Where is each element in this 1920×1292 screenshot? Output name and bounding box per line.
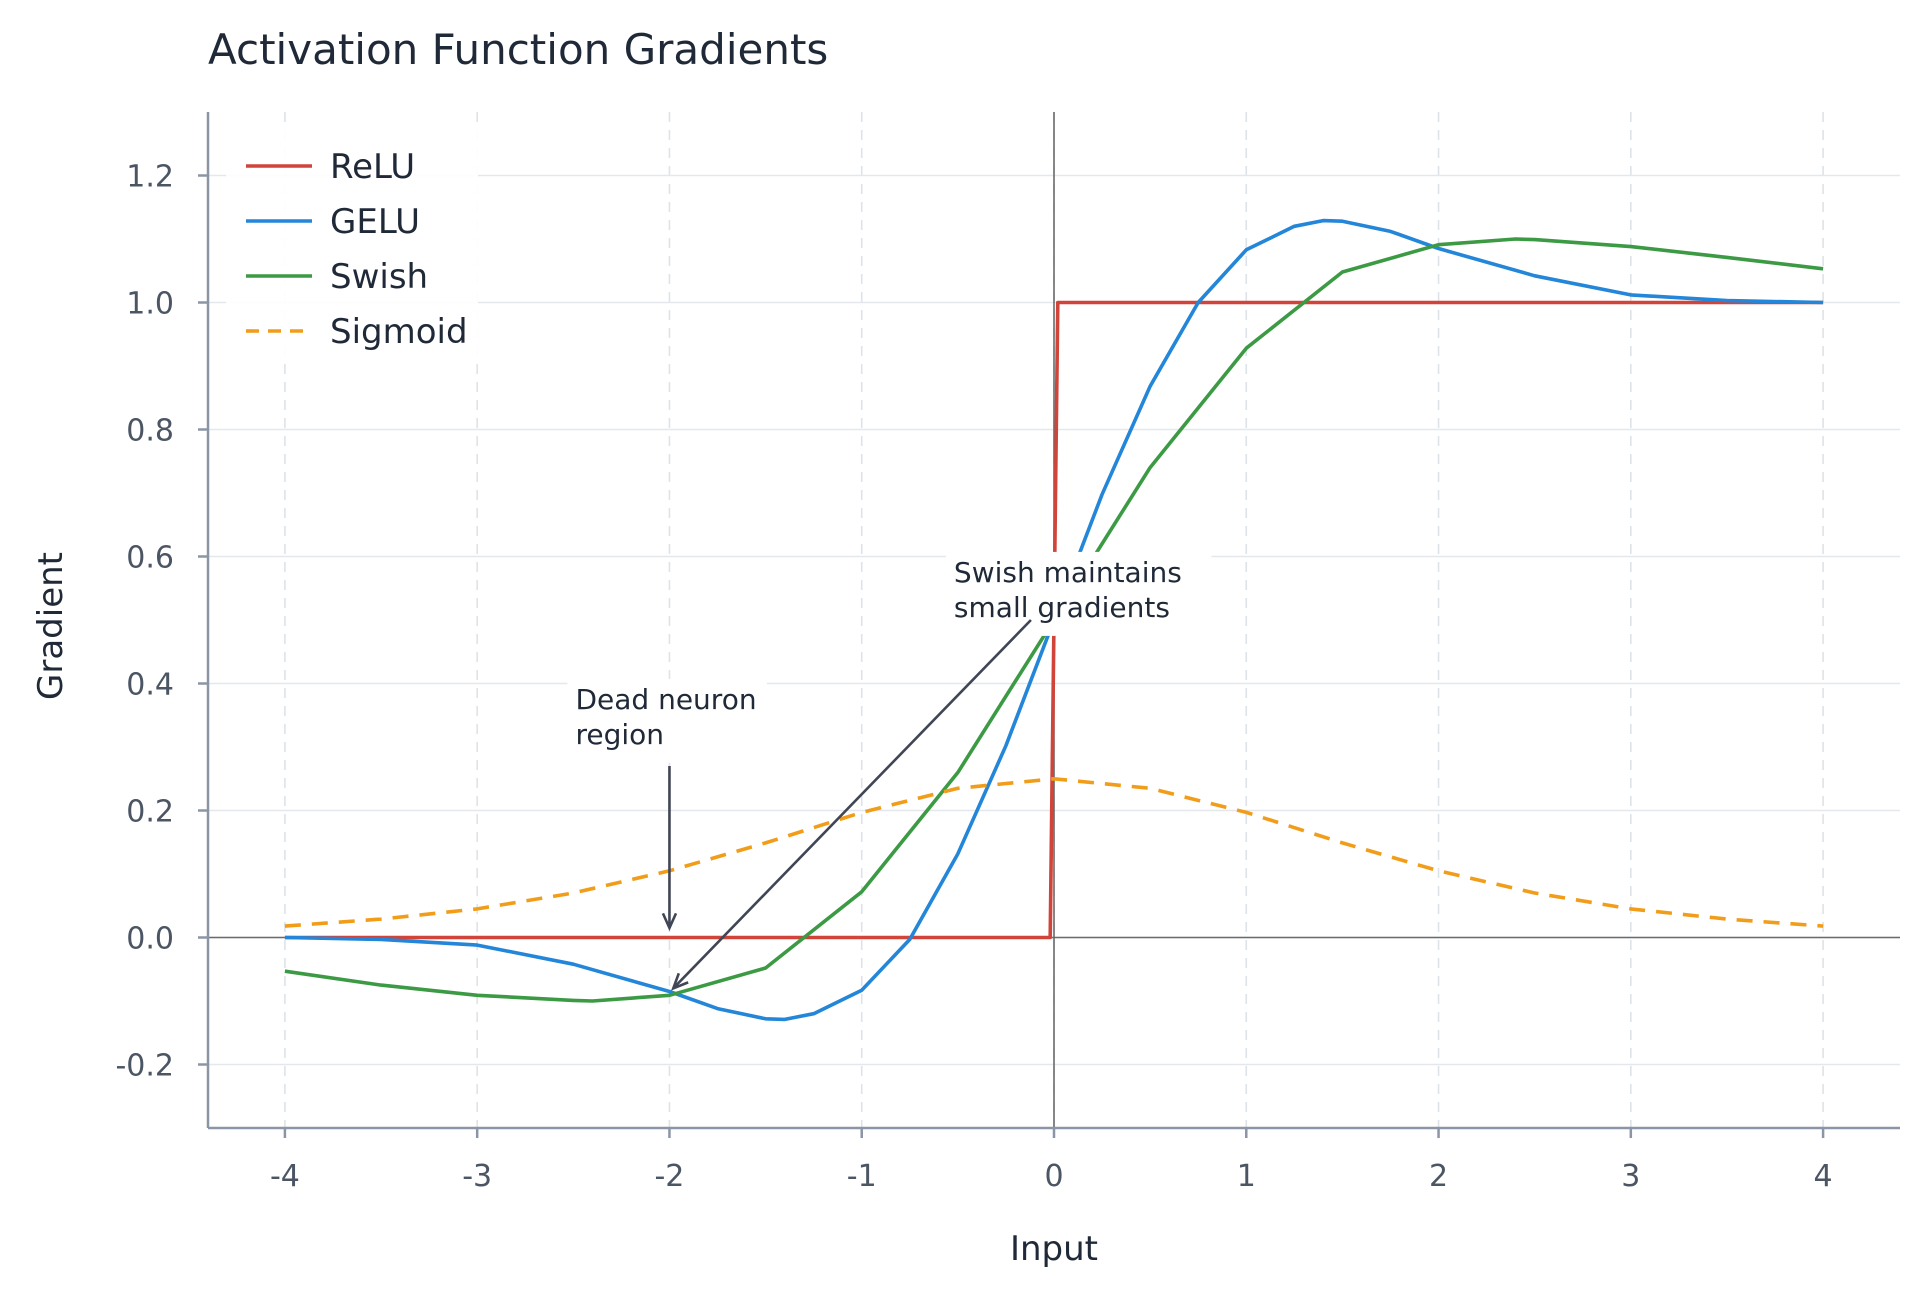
x-tick-label: -2: [654, 1159, 684, 1194]
annotation-text: small gradients: [954, 591, 1170, 624]
x-tick-label: 0: [1044, 1159, 1063, 1194]
x-tick-label: -1: [847, 1159, 877, 1194]
annotation-arrow: [672, 619, 1032, 990]
x-tick-label: -4: [270, 1159, 300, 1194]
chart-title: Activation Function Gradients: [208, 25, 828, 74]
annotation-box: [567, 678, 767, 763]
legend-label-gelu: GELU: [330, 202, 420, 242]
y-tick-label: 0.6: [126, 541, 174, 576]
x-tick-label: -3: [462, 1159, 492, 1194]
series-line-sigmoid: [284, 777, 1824, 928]
x-tick-label: 3: [1621, 1159, 1640, 1194]
x-tick-label: 4: [1814, 1159, 1833, 1194]
y-tick-label: 1.0: [126, 287, 174, 322]
annotation-text: region: [575, 718, 664, 751]
legend-label-swish: Swish: [330, 257, 428, 297]
y-tick-label: 0.2: [126, 795, 174, 830]
annotation-box: [945, 551, 1212, 636]
legend-label-sigmoid: Sigmoid: [330, 312, 468, 352]
legend-box: [226, 130, 478, 358]
y-tick-label: 1.2: [126, 160, 174, 195]
y-tick-label: 0.8: [126, 414, 174, 449]
y-tick-label: 0.0: [126, 922, 174, 957]
annotation-arrowhead: [671, 972, 689, 991]
legend-label-relu: ReLU: [330, 147, 415, 187]
legend: ReLU GELU Swish Sigmoid: [226, 130, 478, 358]
annotation-text: Dead neuron: [575, 683, 756, 716]
y-axis-label: Gradient: [31, 552, 71, 700]
annotation-arrowhead: [661, 912, 678, 932]
y-tick-label: 0.4: [126, 668, 174, 703]
axes: -4 -3 -2 -1 0 1 2 3 4 -0.2 0.0 0.2 0.4 0.6 0.8 1.0 1.2: [115, 112, 1900, 1194]
x-axis-label: Input: [1010, 1229, 1098, 1269]
y-tick-label: -0.2: [115, 1049, 174, 1084]
annotation-text: Swish maintains: [954, 556, 1182, 589]
x-tick-label: 1: [1237, 1159, 1256, 1194]
x-tick-label: 2: [1429, 1159, 1448, 1194]
